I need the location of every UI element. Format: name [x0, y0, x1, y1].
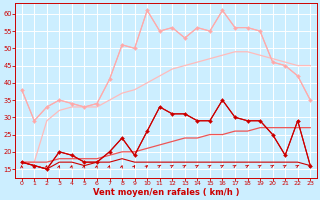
X-axis label: Vent moyen/en rafales ( km/h ): Vent moyen/en rafales ( km/h )	[93, 188, 239, 197]
